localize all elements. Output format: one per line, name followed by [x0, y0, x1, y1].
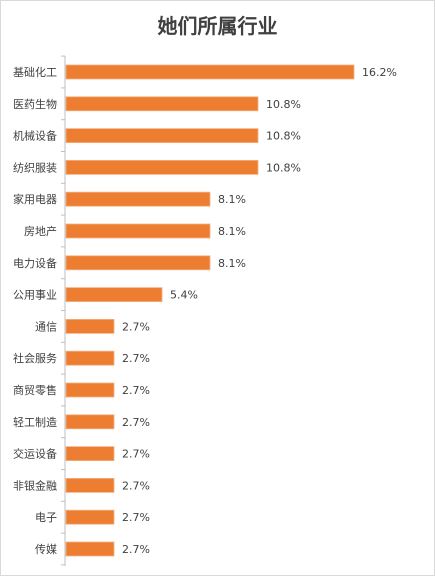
bar [65, 477, 115, 493]
value-label: 2.7% [122, 352, 150, 365]
bar [65, 446, 115, 462]
chart-title: 她们所属行业 [157, 14, 278, 38]
category-label: 医药生物 [13, 97, 57, 111]
category-label: 社会服务 [13, 351, 57, 365]
bar [65, 287, 163, 303]
category-label: 家用电器 [13, 192, 57, 206]
value-label: 2.7% [122, 320, 150, 333]
category-label: 电子 [35, 511, 57, 524]
value-label: 2.7% [122, 543, 150, 556]
value-label: 10.8% [266, 130, 301, 143]
bar [65, 128, 259, 144]
category-label: 纺织服装 [13, 160, 57, 174]
category-label: 轻工制造 [13, 415, 57, 429]
category-label: 机械设备 [13, 129, 57, 143]
value-label: 5.4% [170, 289, 198, 302]
value-label: 10.8% [266, 98, 301, 111]
bar [65, 382, 115, 398]
category-label: 公用事业 [13, 289, 57, 302]
bar [65, 223, 211, 239]
value-label: 2.7% [122, 479, 150, 492]
value-label: 16.2% [362, 66, 397, 79]
bar [65, 159, 259, 175]
value-label: 2.7% [122, 384, 150, 397]
value-label: 2.7% [122, 511, 150, 524]
category-label: 非银金融 [13, 478, 57, 492]
category-label: 传媒 [35, 543, 57, 556]
bar [65, 255, 211, 271]
value-label: 10.8% [266, 161, 301, 174]
bar [65, 541, 115, 557]
bar [65, 350, 115, 366]
bar [65, 191, 211, 207]
value-label: 2.7% [122, 448, 150, 461]
value-label: 8.1% [218, 257, 246, 270]
category-label: 通信 [35, 320, 57, 333]
bar [65, 509, 115, 525]
bar [65, 96, 259, 112]
bar [65, 414, 115, 430]
bar [65, 318, 115, 334]
bar [65, 64, 355, 80]
category-label: 基础化工 [13, 65, 57, 79]
value-label: 8.1% [218, 193, 246, 206]
value-label: 2.7% [122, 416, 150, 429]
category-label: 房地产 [24, 224, 57, 238]
category-label: 商贸零售 [13, 383, 57, 397]
value-label: 8.1% [218, 225, 246, 238]
category-label: 电力设备 [13, 256, 57, 270]
category-label: 交运设备 [13, 447, 57, 461]
